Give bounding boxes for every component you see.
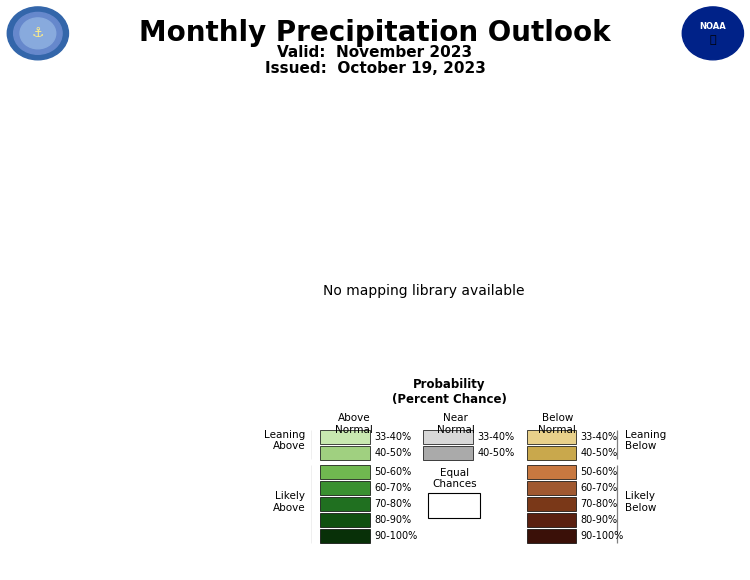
Text: Likely
Above: Likely Above [272, 491, 305, 513]
Text: 60-70%: 60-70% [580, 483, 617, 493]
Text: 60-70%: 60-70% [374, 483, 412, 493]
Bar [428, 493, 480, 518]
Text: NOAA: NOAA [700, 22, 726, 31]
Bar [320, 481, 370, 495]
Circle shape [13, 12, 62, 55]
Bar [424, 430, 472, 444]
Text: 🐳: 🐳 [710, 35, 716, 45]
Text: 50-60%: 50-60% [374, 467, 412, 477]
Bar [526, 446, 576, 460]
Text: Leaning
Below: Leaning Below [625, 430, 666, 451]
Circle shape [8, 7, 68, 60]
Circle shape [20, 18, 56, 49]
Text: 33-40%: 33-40% [580, 432, 617, 442]
Bar [320, 446, 370, 460]
Circle shape [682, 7, 743, 60]
Text: 40-50%: 40-50% [580, 448, 617, 458]
Text: 70-80%: 70-80% [374, 499, 412, 509]
Bar [320, 430, 370, 444]
Text: Above
Normal: Above Normal [335, 413, 374, 434]
Text: Issued:  October 19, 2023: Issued: October 19, 2023 [265, 61, 485, 76]
Bar [526, 430, 576, 444]
Text: 90-100%: 90-100% [374, 531, 418, 541]
Text: 40-50%: 40-50% [374, 448, 412, 458]
Text: 80-90%: 80-90% [580, 515, 617, 525]
Bar [320, 530, 370, 543]
Bar [320, 465, 370, 479]
Bar [526, 498, 576, 511]
Text: Near
Normal: Near Normal [436, 413, 475, 434]
Bar [424, 446, 472, 460]
Text: 80-90%: 80-90% [374, 515, 412, 525]
Text: 40-50%: 40-50% [477, 448, 514, 458]
Bar [526, 465, 576, 479]
Bar [526, 530, 576, 543]
Bar [320, 513, 370, 527]
Bar [526, 513, 576, 527]
Text: Valid:  November 2023: Valid: November 2023 [278, 45, 472, 60]
Text: Monthly Precipitation Outlook: Monthly Precipitation Outlook [140, 19, 610, 46]
Text: Likely
Below: Likely Below [625, 491, 656, 513]
Text: Below
Normal: Below Normal [538, 413, 576, 434]
Text: Probability
(Percent Chance): Probability (Percent Chance) [392, 378, 507, 405]
Text: Leaning
Above: Leaning Above [264, 430, 305, 451]
Text: 33-40%: 33-40% [477, 432, 514, 442]
Text: 33-40%: 33-40% [374, 432, 412, 442]
Bar [526, 481, 576, 495]
Text: Equal
Chances: Equal Chances [432, 468, 476, 490]
Text: ⚓: ⚓ [32, 26, 44, 41]
Text: 90-100%: 90-100% [580, 531, 623, 541]
Text: 70-80%: 70-80% [580, 499, 617, 509]
Text: No mapping library available: No mapping library available [323, 284, 524, 299]
Bar [320, 498, 370, 511]
Text: 50-60%: 50-60% [580, 467, 617, 477]
